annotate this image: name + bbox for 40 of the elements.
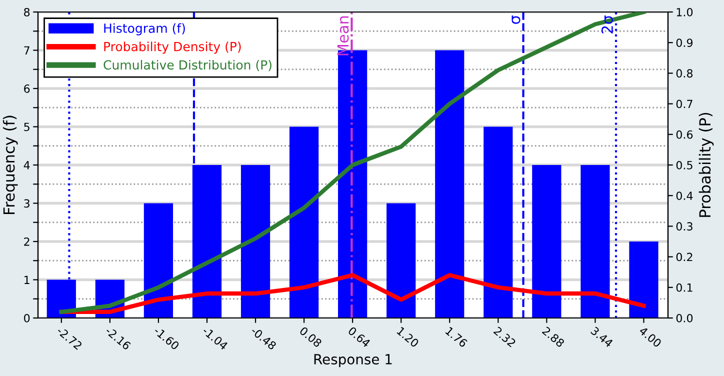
legend-label: Cumulative Distribution (P) [104,60,272,72]
y-tick-label: 7 [24,46,30,54]
bar [289,126,319,318]
y2-tick-label: 0.1 [676,283,692,292]
y2-tick-label: 0.9 [676,38,693,47]
bar [532,165,562,318]
y-tick-label: 5 [24,122,30,132]
y2-tick-label: 0.3 [676,222,692,231]
y2-tick-label: 0.7 [676,100,692,108]
y-tick-label: 0 [24,314,30,322]
ref-line-label: σ [512,16,520,24]
bar [435,50,464,318]
y-tick-label: 2 [24,237,30,246]
bar [240,165,270,318]
ref-line-label: Mean [337,16,349,56]
bar [144,203,174,318]
y-tick-label: 1 [24,276,30,284]
bar [580,165,610,318]
bar [629,242,658,318]
y-tick-label: 3 [24,199,30,208]
y2-tick-label: 0.2 [676,252,692,262]
x-tick-label: 4.00 [638,326,662,348]
y-tick-label: 8 [24,8,30,16]
y-axis-title: Frequency (f) [2,116,18,214]
y-tick-label: 6 [24,84,30,93]
y2-axis-title: Probability (P) [698,112,714,217]
ref-line-label: 2σ [601,16,614,34]
y2-tick-label: 0.4 [676,192,693,200]
bar [484,126,513,318]
line-series [59,12,646,314]
y2-tick-label: 0.8 [676,69,693,78]
bar [386,203,416,318]
legend-label: Probability Density (P) [104,42,241,54]
x-axis-title: Response 1 [314,354,392,368]
y2-tick-label: 0.0 [676,314,693,322]
y-tick-label: 4 [24,161,30,170]
y2-tick-label: 0.6 [676,130,693,139]
y2-tick-label: 0.5 [676,160,692,170]
legend-label: Histogram (f) [104,23,185,36]
y2-tick-label: 1.0 [676,8,693,16]
